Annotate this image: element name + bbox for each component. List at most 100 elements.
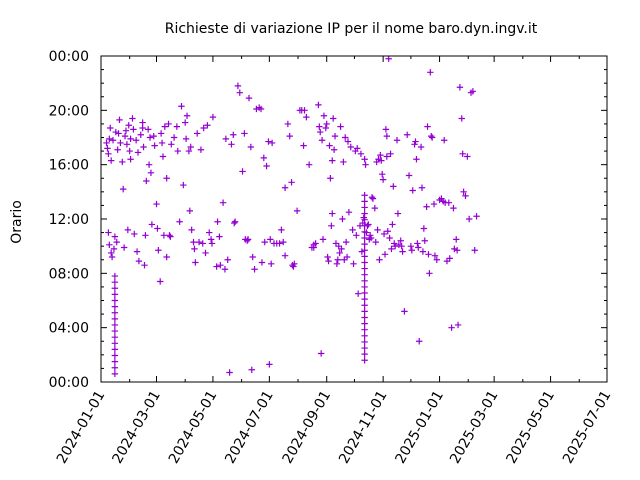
data-point	[251, 266, 258, 273]
data-point	[393, 137, 401, 144]
data-point	[361, 326, 368, 333]
data-point	[195, 238, 203, 246]
data-point	[107, 124, 114, 132]
data-point	[344, 138, 352, 145]
data-point	[362, 161, 369, 168]
data-point	[160, 232, 168, 239]
data-point	[326, 142, 333, 149]
data-point	[108, 253, 116, 261]
data-point	[127, 156, 134, 163]
data-point	[409, 187, 416, 194]
data-point	[159, 153, 167, 160]
data-point	[361, 240, 368, 248]
data-point	[325, 257, 332, 265]
tick-labels: 00:0004:0008:0012:0016:0020:0000:002024-…	[49, 49, 615, 466]
x-tick-label: 2024-03-01	[109, 388, 164, 466]
data-point	[347, 143, 354, 151]
data-point	[379, 176, 387, 183]
data-point	[111, 309, 119, 316]
x-tick-label: 2024-09-01	[280, 388, 335, 466]
data-point	[142, 232, 149, 239]
data-point	[378, 157, 385, 164]
x-tick-label: 2025-01-01	[392, 388, 447, 466]
data-point	[183, 112, 191, 119]
data-point	[399, 248, 406, 255]
data-point	[323, 120, 330, 128]
data-point	[428, 134, 436, 141]
data-point	[111, 352, 119, 359]
data-point	[327, 175, 334, 182]
data-point	[431, 252, 439, 259]
data-point	[376, 256, 383, 263]
data-point	[161, 123, 169, 130]
data-point	[369, 195, 377, 202]
data-point	[111, 333, 119, 341]
data-point	[228, 141, 235, 148]
data-point	[361, 289, 368, 297]
data-point	[384, 228, 391, 235]
data-point	[111, 315, 119, 323]
data-point	[388, 245, 395, 253]
data-point	[329, 210, 336, 217]
data-point	[214, 218, 221, 225]
data-point	[131, 230, 138, 238]
data-point	[414, 240, 421, 247]
data-point	[217, 261, 224, 269]
data-point	[330, 146, 338, 153]
data-point	[151, 142, 158, 149]
y-tick-label: 16:00	[49, 158, 89, 174]
data-point	[426, 270, 433, 277]
data-point	[268, 139, 276, 147]
data-point	[450, 204, 457, 212]
data-point	[361, 295, 368, 303]
data-point	[113, 238, 120, 246]
data-point	[350, 260, 357, 268]
data-point	[266, 361, 273, 368]
data-point	[385, 55, 392, 62]
data-point	[110, 245, 118, 253]
data-point	[418, 184, 426, 191]
data-point	[247, 143, 255, 151]
data-point	[361, 320, 368, 327]
data-point	[460, 188, 467, 196]
data-point	[245, 94, 253, 102]
data-point	[361, 357, 368, 364]
data-point	[188, 226, 195, 234]
data-point	[391, 242, 399, 250]
data-point	[111, 327, 119, 335]
data-point	[338, 245, 345, 253]
data-point	[361, 234, 368, 242]
data-point	[303, 113, 310, 121]
data-point	[231, 218, 239, 225]
data-point	[260, 154, 268, 162]
data-point	[361, 253, 368, 260]
data-point	[423, 203, 430, 210]
data-point	[357, 150, 365, 157]
data-point	[425, 251, 432, 258]
data-point	[317, 350, 325, 357]
data-point	[243, 237, 251, 244]
data-point	[340, 158, 347, 166]
data-point	[367, 234, 375, 242]
data-point	[318, 137, 326, 144]
data-point	[342, 134, 349, 141]
data-point	[107, 157, 115, 164]
y-tick-label: 12:00	[49, 212, 89, 228]
y-tick-label: 04:00	[49, 321, 89, 337]
data-point	[185, 147, 193, 155]
y-axis-label: Orario	[9, 200, 25, 244]
data-point	[354, 290, 362, 297]
data-point	[329, 157, 336, 164]
data-point	[301, 107, 308, 114]
data-point	[148, 221, 156, 228]
data-point	[337, 123, 344, 130]
axis-ticks	[100, 55, 608, 383]
x-tick-label: 2024-11-01	[336, 388, 391, 466]
data-point	[371, 204, 379, 212]
data-point	[353, 232, 360, 239]
data-point	[333, 260, 341, 268]
data-point	[281, 252, 289, 259]
data-point	[112, 128, 120, 136]
data-point	[448, 324, 455, 331]
data-point	[111, 364, 119, 371]
